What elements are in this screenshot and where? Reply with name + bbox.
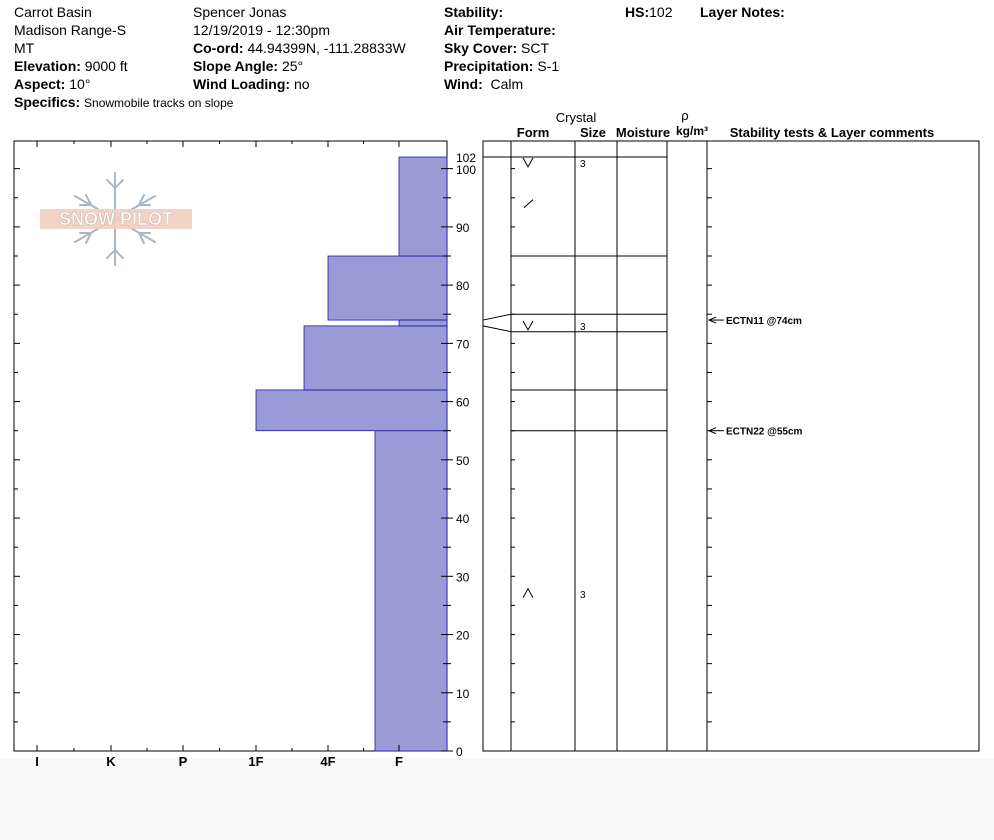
layer-connector	[482, 325, 512, 333]
header-size: Size	[580, 125, 606, 140]
wind: Wind: Calm	[444, 76, 524, 92]
x-tick-label: 1F	[248, 754, 263, 769]
x-tick-label: K	[106, 754, 116, 769]
grain-form-icon	[523, 199, 534, 208]
specifics: Specifics: Snowmobile tracks on slope	[14, 94, 234, 110]
y-tick-label: 50	[456, 454, 470, 468]
y-tick-label: 80	[456, 279, 470, 293]
stability-test-label: ECTN22 @55cm	[726, 427, 803, 438]
y-tick-label: 90	[456, 221, 470, 235]
location: Carrot Basin	[14, 4, 92, 20]
hardness-bar-3	[398, 319, 448, 327]
x-tick-label: P	[179, 754, 188, 769]
grain-form-icon	[522, 587, 534, 599]
snowpilot-logo: SNOW PILOT	[40, 172, 192, 266]
x-tick-label: 4F	[320, 754, 335, 769]
grain-size: 3	[580, 590, 586, 601]
air-temperature: Air Temperature:	[444, 22, 556, 38]
hardness-bar-5	[398, 156, 448, 257]
y-tick-label: 30	[456, 570, 470, 584]
grain-form-icon	[522, 320, 534, 331]
header-rho: ρ	[681, 108, 688, 123]
header-hs: HS:102	[625, 4, 673, 20]
sky-cover: Sky Cover: SCT	[444, 40, 550, 56]
range: Madison Range-S	[14, 22, 127, 38]
slope-angle: Slope Angle: 25°	[193, 58, 304, 74]
header-col2: Spencer Jonas 12/19/2019 - 12:30pm Co-or…	[193, 3, 406, 93]
grain-size: 3	[580, 322, 586, 333]
header-col1: Carrot Basin Madison Range-S MT Elevatio…	[14, 3, 233, 112]
coordinates: Co-ord: 44.94399N, -111.28833W	[193, 40, 406, 56]
test-arrow-head	[707, 316, 717, 324]
footer-band	[0, 758, 994, 840]
header-form: Form	[517, 125, 550, 140]
test-arrow-head	[707, 427, 717, 435]
aspect: Aspect: 10°	[14, 76, 91, 92]
grain-size: 3	[580, 159, 586, 170]
hardness-bar-2	[303, 325, 448, 391]
x-tick-label: F	[395, 754, 403, 769]
y-tick-label: 10	[456, 687, 470, 701]
y-tick-label: 102	[456, 151, 476, 165]
hardness-bar-0	[374, 430, 448, 752]
header-moisture: Moisture	[616, 125, 670, 140]
y-tick-label: 100	[456, 163, 476, 177]
precipitation: Precipitation: S-1	[444, 58, 560, 74]
elevation: Elevation: 9000 ft	[14, 58, 128, 74]
logo-text: SNOW PILOT	[59, 209, 173, 229]
header-col3: Stability: Air Temperature: Sky Cover: S…	[444, 3, 559, 93]
observer: Spencer Jonas	[193, 4, 287, 20]
layer-connector	[482, 313, 512, 321]
hardness-bar-4	[327, 255, 448, 321]
stability: Stability:	[444, 4, 504, 20]
header-crystal: Crystal	[556, 110, 597, 125]
stability-test-label: ECTN11 @74cm	[726, 316, 802, 327]
x-tick-label: I	[35, 754, 39, 769]
y-tick-label: 40	[456, 512, 470, 526]
grain-form-icon	[522, 157, 534, 168]
datetime: 12/19/2019 - 12:30pm	[193, 22, 330, 38]
state: MT	[14, 40, 35, 56]
header-comments: Stability tests & Layer comments	[730, 125, 934, 140]
header-density-unit: kg/m³	[676, 124, 708, 138]
layer-notes-label: Layer Notes:	[700, 4, 785, 20]
y-tick-label: 0	[456, 745, 463, 759]
table-frame	[482, 140, 980, 752]
hardness-bar-1	[255, 389, 448, 432]
y-tick-label: 70	[456, 337, 470, 351]
y-tick-label: 60	[456, 396, 470, 410]
wind-loading: Wind Loading: no	[193, 76, 310, 92]
y-tick-label: 20	[456, 629, 470, 643]
